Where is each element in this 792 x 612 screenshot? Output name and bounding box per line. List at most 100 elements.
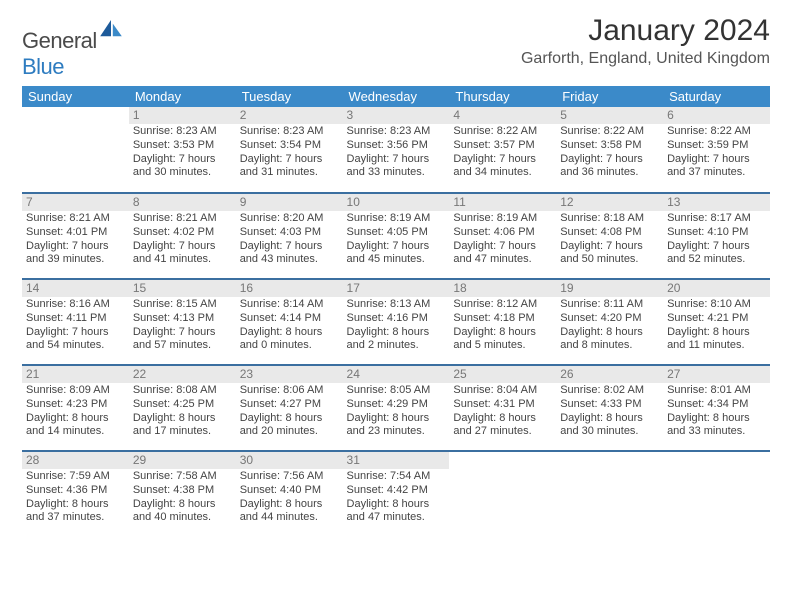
daylight-line-1: Daylight: 7 hours xyxy=(347,240,446,254)
calendar-day-cell: 29Sunrise: 7:58 AMSunset: 4:38 PMDayligh… xyxy=(129,451,236,537)
calendar-day-cell: 30Sunrise: 7:56 AMSunset: 4:40 PMDayligh… xyxy=(236,451,343,537)
calendar-day-cell: 8Sunrise: 8:21 AMSunset: 4:02 PMDaylight… xyxy=(129,193,236,279)
sunrise-line: Sunrise: 8:19 AM xyxy=(453,212,552,226)
sunrise-line: Sunrise: 8:10 AM xyxy=(667,298,766,312)
day-details: Sunrise: 7:54 AMSunset: 4:42 PMDaylight:… xyxy=(343,469,450,528)
daylight-line-2: and 37 minutes. xyxy=(26,511,125,525)
weekday-header: Tuesday xyxy=(236,86,343,107)
calendar-day-cell: 3Sunrise: 8:23 AMSunset: 3:56 PMDaylight… xyxy=(343,107,450,193)
day-number: 30 xyxy=(236,452,343,469)
sunset-line: Sunset: 3:59 PM xyxy=(667,139,766,153)
calendar-day-cell xyxy=(449,451,556,537)
page-header: General Blue January 2024 Garforth, Engl… xyxy=(22,14,770,80)
day-number: 21 xyxy=(22,366,129,383)
calendar-header-row: SundayMondayTuesdayWednesdayThursdayFrid… xyxy=(22,86,770,107)
calendar-day-cell: 15Sunrise: 8:15 AMSunset: 4:13 PMDayligh… xyxy=(129,279,236,365)
day-details: Sunrise: 8:01 AMSunset: 4:34 PMDaylight:… xyxy=(663,383,770,442)
calendar-day-cell: 4Sunrise: 8:22 AMSunset: 3:57 PMDaylight… xyxy=(449,107,556,193)
sunrise-line: Sunrise: 8:23 AM xyxy=(133,125,232,139)
calendar-body: 1Sunrise: 8:23 AMSunset: 3:53 PMDaylight… xyxy=(22,107,770,537)
sunrise-line: Sunrise: 7:54 AM xyxy=(347,470,446,484)
day-details: Sunrise: 8:10 AMSunset: 4:21 PMDaylight:… xyxy=(663,297,770,356)
daylight-line-2: and 20 minutes. xyxy=(240,425,339,439)
daylight-line-2: and 11 minutes. xyxy=(667,339,766,353)
daylight-line-1: Daylight: 8 hours xyxy=(26,412,125,426)
sunset-line: Sunset: 4:02 PM xyxy=(133,226,232,240)
calendar-day-cell xyxy=(556,451,663,537)
daylight-line-2: and 43 minutes. xyxy=(240,253,339,267)
calendar-day-cell: 7Sunrise: 8:21 AMSunset: 4:01 PMDaylight… xyxy=(22,193,129,279)
calendar-day-cell: 5Sunrise: 8:22 AMSunset: 3:58 PMDaylight… xyxy=(556,107,663,193)
daylight-line-2: and 31 minutes. xyxy=(240,166,339,180)
daylight-line-1: Daylight: 7 hours xyxy=(453,153,552,167)
daylight-line-2: and 2 minutes. xyxy=(347,339,446,353)
daylight-line-1: Daylight: 8 hours xyxy=(347,498,446,512)
calendar-day-cell: 24Sunrise: 8:05 AMSunset: 4:29 PMDayligh… xyxy=(343,365,450,451)
sunrise-line: Sunrise: 7:58 AM xyxy=(133,470,232,484)
calendar-day-cell: 10Sunrise: 8:19 AMSunset: 4:05 PMDayligh… xyxy=(343,193,450,279)
day-number: 2 xyxy=(236,107,343,124)
sunset-line: Sunset: 4:31 PM xyxy=(453,398,552,412)
sunrise-line: Sunrise: 8:19 AM xyxy=(347,212,446,226)
daylight-line-2: and 14 minutes. xyxy=(26,425,125,439)
daylight-line-2: and 47 minutes. xyxy=(347,511,446,525)
calendar-week-row: 28Sunrise: 7:59 AMSunset: 4:36 PMDayligh… xyxy=(22,451,770,537)
day-details: Sunrise: 8:16 AMSunset: 4:11 PMDaylight:… xyxy=(22,297,129,356)
day-details: Sunrise: 7:59 AMSunset: 4:36 PMDaylight:… xyxy=(22,469,129,528)
sunset-line: Sunset: 4:33 PM xyxy=(560,398,659,412)
day-number: 20 xyxy=(663,280,770,297)
sunset-line: Sunset: 4:38 PM xyxy=(133,484,232,498)
sunrise-line: Sunrise: 8:06 AM xyxy=(240,384,339,398)
day-details: Sunrise: 8:21 AMSunset: 4:01 PMDaylight:… xyxy=(22,211,129,270)
calendar-day-cell: 23Sunrise: 8:06 AMSunset: 4:27 PMDayligh… xyxy=(236,365,343,451)
daylight-line-1: Daylight: 7 hours xyxy=(560,240,659,254)
title-block: January 2024 Garforth, England, United K… xyxy=(521,14,770,68)
sunrise-line: Sunrise: 7:56 AM xyxy=(240,470,339,484)
logo-sail-icon xyxy=(100,20,122,38)
daylight-line-2: and 45 minutes. xyxy=(347,253,446,267)
calendar-day-cell xyxy=(22,107,129,193)
daylight-line-1: Daylight: 8 hours xyxy=(26,498,125,512)
sunrise-line: Sunrise: 8:21 AM xyxy=(133,212,232,226)
day-details: Sunrise: 7:56 AMSunset: 4:40 PMDaylight:… xyxy=(236,469,343,528)
day-number: 9 xyxy=(236,194,343,211)
day-details: Sunrise: 8:22 AMSunset: 3:57 PMDaylight:… xyxy=(449,124,556,183)
daylight-line-1: Daylight: 7 hours xyxy=(347,153,446,167)
day-number: 29 xyxy=(129,452,236,469)
calendar-day-cell: 14Sunrise: 8:16 AMSunset: 4:11 PMDayligh… xyxy=(22,279,129,365)
calendar-day-cell: 6Sunrise: 8:22 AMSunset: 3:59 PMDaylight… xyxy=(663,107,770,193)
brand-logo: General Blue xyxy=(22,20,122,80)
calendar-day-cell: 11Sunrise: 8:19 AMSunset: 4:06 PMDayligh… xyxy=(449,193,556,279)
calendar-table: SundayMondayTuesdayWednesdayThursdayFrid… xyxy=(22,86,770,537)
sunset-line: Sunset: 4:05 PM xyxy=(347,226,446,240)
day-number: 12 xyxy=(556,194,663,211)
day-details: Sunrise: 8:23 AMSunset: 3:54 PMDaylight:… xyxy=(236,124,343,183)
day-number: 18 xyxy=(449,280,556,297)
daylight-line-1: Daylight: 8 hours xyxy=(453,412,552,426)
daylight-line-1: Daylight: 8 hours xyxy=(560,412,659,426)
calendar-page: General Blue January 2024 Garforth, Engl… xyxy=(0,0,792,537)
calendar-day-cell: 16Sunrise: 8:14 AMSunset: 4:14 PMDayligh… xyxy=(236,279,343,365)
calendar-day-cell: 28Sunrise: 7:59 AMSunset: 4:36 PMDayligh… xyxy=(22,451,129,537)
calendar-day-cell: 25Sunrise: 8:04 AMSunset: 4:31 PMDayligh… xyxy=(449,365,556,451)
daylight-line-2: and 33 minutes. xyxy=(347,166,446,180)
day-number: 26 xyxy=(556,366,663,383)
sunset-line: Sunset: 4:29 PM xyxy=(347,398,446,412)
day-details: Sunrise: 8:22 AMSunset: 3:58 PMDaylight:… xyxy=(556,124,663,183)
day-number: 3 xyxy=(343,107,450,124)
day-details: Sunrise: 8:05 AMSunset: 4:29 PMDaylight:… xyxy=(343,383,450,442)
weekday-header: Wednesday xyxy=(343,86,450,107)
daylight-line-1: Daylight: 8 hours xyxy=(240,498,339,512)
day-details: Sunrise: 8:22 AMSunset: 3:59 PMDaylight:… xyxy=(663,124,770,183)
day-number: 17 xyxy=(343,280,450,297)
day-details: Sunrise: 7:58 AMSunset: 4:38 PMDaylight:… xyxy=(129,469,236,528)
sunset-line: Sunset: 4:20 PM xyxy=(560,312,659,326)
daylight-line-1: Daylight: 7 hours xyxy=(133,326,232,340)
day-details: Sunrise: 8:04 AMSunset: 4:31 PMDaylight:… xyxy=(449,383,556,442)
day-number: 28 xyxy=(22,452,129,469)
weekday-header: Friday xyxy=(556,86,663,107)
sunrise-line: Sunrise: 8:13 AM xyxy=(347,298,446,312)
daylight-line-1: Daylight: 7 hours xyxy=(240,153,339,167)
day-number: 11 xyxy=(449,194,556,211)
calendar-day-cell: 27Sunrise: 8:01 AMSunset: 4:34 PMDayligh… xyxy=(663,365,770,451)
